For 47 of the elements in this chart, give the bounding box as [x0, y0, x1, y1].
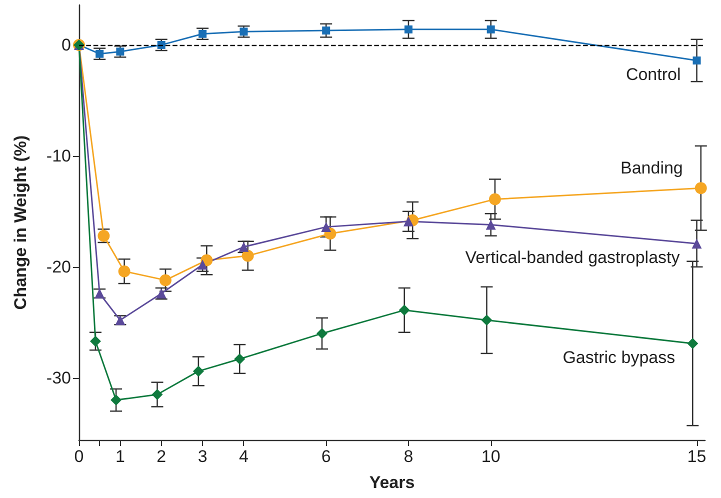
- x-tick-label: 2: [156, 447, 166, 466]
- y-tick-label: 0: [62, 35, 71, 54]
- y-tick-label: -10: [46, 146, 71, 166]
- point: [242, 250, 254, 262]
- point: [687, 338, 698, 349]
- point: [321, 222, 332, 232]
- point: [160, 274, 172, 286]
- point: [403, 216, 414, 226]
- point: [692, 238, 702, 249]
- series-label: Vertical-banded gastroplasty: [465, 248, 680, 268]
- point: [481, 314, 492, 326]
- point: [486, 220, 496, 230]
- y-tick-label: -30: [46, 368, 71, 388]
- x-axis-title: Years: [369, 473, 415, 492]
- x-tick-label: 3: [198, 447, 208, 466]
- point: [198, 260, 208, 270]
- point: [486, 25, 495, 34]
- point: [110, 394, 122, 406]
- point: [192, 366, 204, 377]
- point: [90, 336, 101, 347]
- point: [118, 265, 130, 278]
- point: [234, 353, 246, 364]
- x-tick-label: 15: [687, 447, 706, 466]
- point: [152, 389, 163, 400]
- point: [694, 182, 707, 194]
- x-tick-label: 8: [404, 447, 414, 466]
- x-tick-label: 10: [481, 447, 500, 466]
- y-axis-title: Change in Weight (%): [11, 135, 30, 310]
- x-tick-label: 4: [239, 447, 248, 466]
- series-label: Gastric bypass: [562, 348, 676, 367]
- point: [198, 30, 207, 38]
- point: [96, 50, 104, 58]
- x-tick-label: 1: [115, 447, 125, 466]
- point: [488, 193, 501, 206]
- y-tick-label: -20: [46, 257, 71, 276]
- point: [404, 25, 412, 34]
- x-tick-label: 0: [74, 447, 84, 466]
- point: [116, 48, 124, 56]
- point: [398, 304, 410, 316]
- series-label: Control: [626, 64, 681, 84]
- x-tick-label: 6: [321, 447, 331, 466]
- point: [322, 26, 330, 35]
- series-label: Banding: [620, 158, 683, 178]
- point: [240, 28, 248, 36]
- point: [692, 56, 701, 64]
- point: [316, 328, 328, 339]
- point: [157, 40, 166, 49]
